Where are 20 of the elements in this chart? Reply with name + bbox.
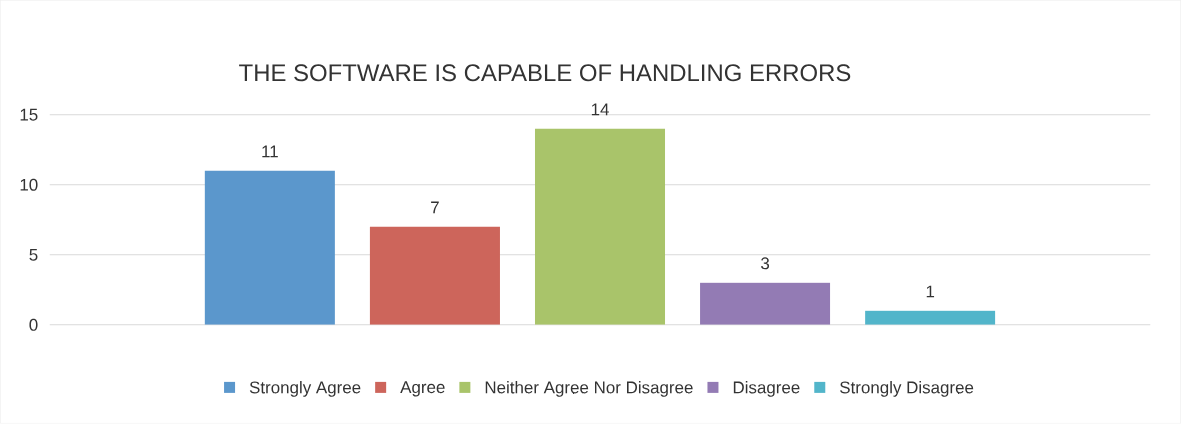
y-tick-label: 5 [29, 249, 38, 261]
legend-label: Strongly Disagree [840, 381, 974, 397]
bar [865, 311, 996, 326]
legend-label: Strongly Agree [249, 381, 361, 397]
data-label: 7 [431, 201, 439, 214]
legend-label: Neither Agree Nor Disagree [485, 381, 693, 397]
chart-title: THE SOFTWARE IS CAPABLE OF HANDLING ERRORS [239, 64, 851, 82]
y-tick-label: 0 [29, 319, 38, 332]
bar [534, 128, 666, 326]
bar [700, 283, 831, 326]
bar [204, 170, 335, 326]
data-label: 1 [926, 285, 935, 298]
legend-label: Disagree [733, 381, 800, 397]
bar [369, 227, 500, 326]
data-label: 3 [761, 257, 770, 270]
data-label: 14 [591, 103, 609, 116]
data-label: 11 [262, 145, 278, 158]
y-tick-label: 15 [20, 109, 38, 121]
legend-label: Agree [400, 381, 445, 397]
y-tick-label: 10 [20, 178, 38, 191]
